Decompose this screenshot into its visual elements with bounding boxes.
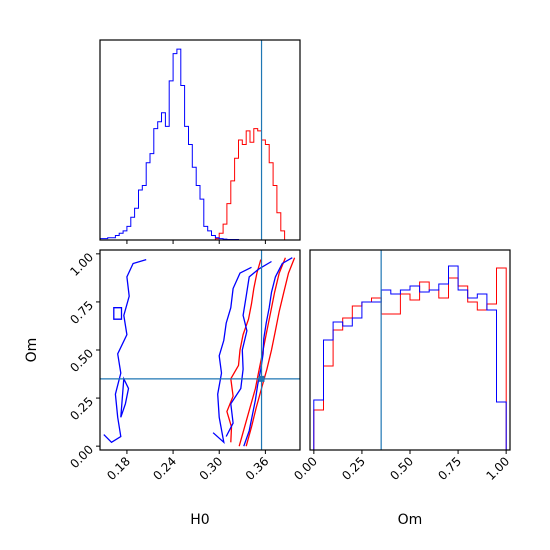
om-histogram-panel: 0.00 0.25 0.50 0.75 1.00 [291,249,512,483]
h0-histogram-frame [99,39,301,241]
contour-blue-2 [212,266,252,445]
contour-red-2 [226,259,262,443]
joint-y-tick-label: 0.75 [67,298,96,327]
contour-blue-1 [225,260,272,437]
joint-x-tick-label: 0.18 [104,454,133,483]
om-x-tick-label: 0.25 [339,454,368,483]
joint-x-tick-label: 0.24 [150,454,179,483]
x-axis-label-h0: H0 [190,512,209,528]
om-hist-blue [313,265,507,450]
joint-y-tick-label: 0.00 [67,442,96,471]
x-axis-label-om: Om [398,512,423,528]
joint-frame [99,249,301,451]
contour-layer [103,257,296,447]
contour-blue-5 [113,307,123,320]
om-x-tick-label: 0.75 [435,454,464,483]
joint-contour-panel: 0.18 0.24 0.30 0.36 0.00 0.25 0.50 0.75 1.00 [67,249,301,483]
y-axis-label-om: Om [24,338,40,363]
joint-x-tick-label: 0.30 [197,454,226,483]
h0-hist-red [214,128,286,240]
h0-hist-blue [99,48,239,240]
joint-y-tick-label: 0.25 [67,394,96,423]
joint-x-tick-label: 0.36 [243,454,272,483]
om-x-tick-label: 0.00 [291,454,320,483]
om-histogram-frame [309,249,511,451]
h0-histogram-panel [99,39,301,244]
joint-y-tick-label: 1.00 [67,250,96,279]
contour-blue-0 [243,257,293,447]
truth-marker [258,375,265,382]
om-x-tick-label: 1.00 [483,454,512,483]
contour-red-1 [238,257,287,447]
contour-red-0 [245,257,296,447]
joint-y-tick-label: 0.50 [67,346,96,375]
om-x-tick-label: 0.50 [387,454,416,483]
contour-blue-3 [103,258,147,444]
contour-blue-4 [120,376,130,418]
